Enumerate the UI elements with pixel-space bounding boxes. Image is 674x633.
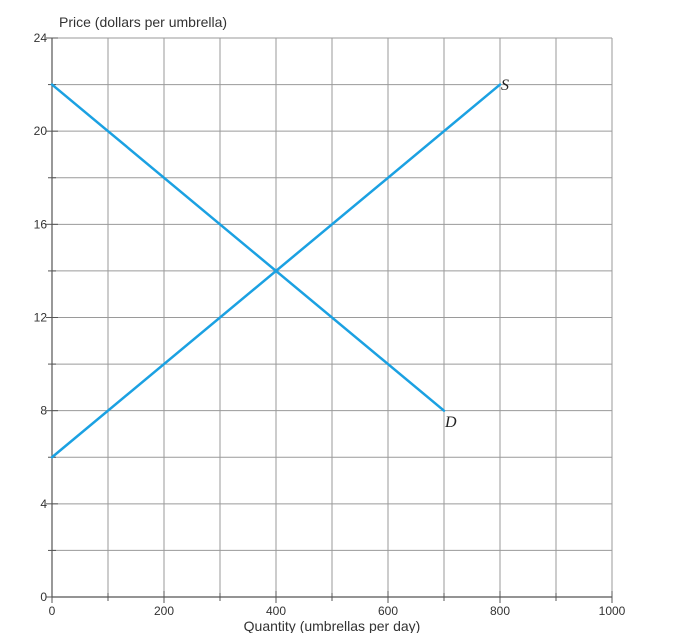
- y-tick-label: 0: [40, 590, 47, 604]
- y-tick-label: 16: [34, 217, 48, 231]
- x-tick-label: 1000: [599, 604, 626, 618]
- y-tick-label: 24: [34, 31, 48, 45]
- y-tick-label: 8: [40, 404, 47, 418]
- supply-curve-label: S: [501, 77, 509, 94]
- x-tick-label: 400: [266, 604, 286, 618]
- x-tick-label: 800: [490, 604, 510, 618]
- y-tick-label: 4: [40, 497, 47, 511]
- x-tick-label: 600: [378, 604, 398, 618]
- x-tick-label: 200: [154, 604, 174, 618]
- x-axis-title: Quantity (umbrellas per day): [244, 618, 421, 633]
- demand-curve-label: D: [444, 414, 457, 431]
- y-axis-title: Price (dollars per umbrella): [59, 14, 227, 30]
- y-tick-label: 20: [34, 124, 48, 138]
- x-tick-label: 0: [49, 604, 56, 618]
- ticks: 0 200 400 600 800 1000 0 4 8 12 16 20 24: [34, 31, 626, 618]
- demand-curve: [50, 83, 446, 412]
- y-tick-label: 12: [34, 311, 48, 325]
- curves: [50, 83, 502, 459]
